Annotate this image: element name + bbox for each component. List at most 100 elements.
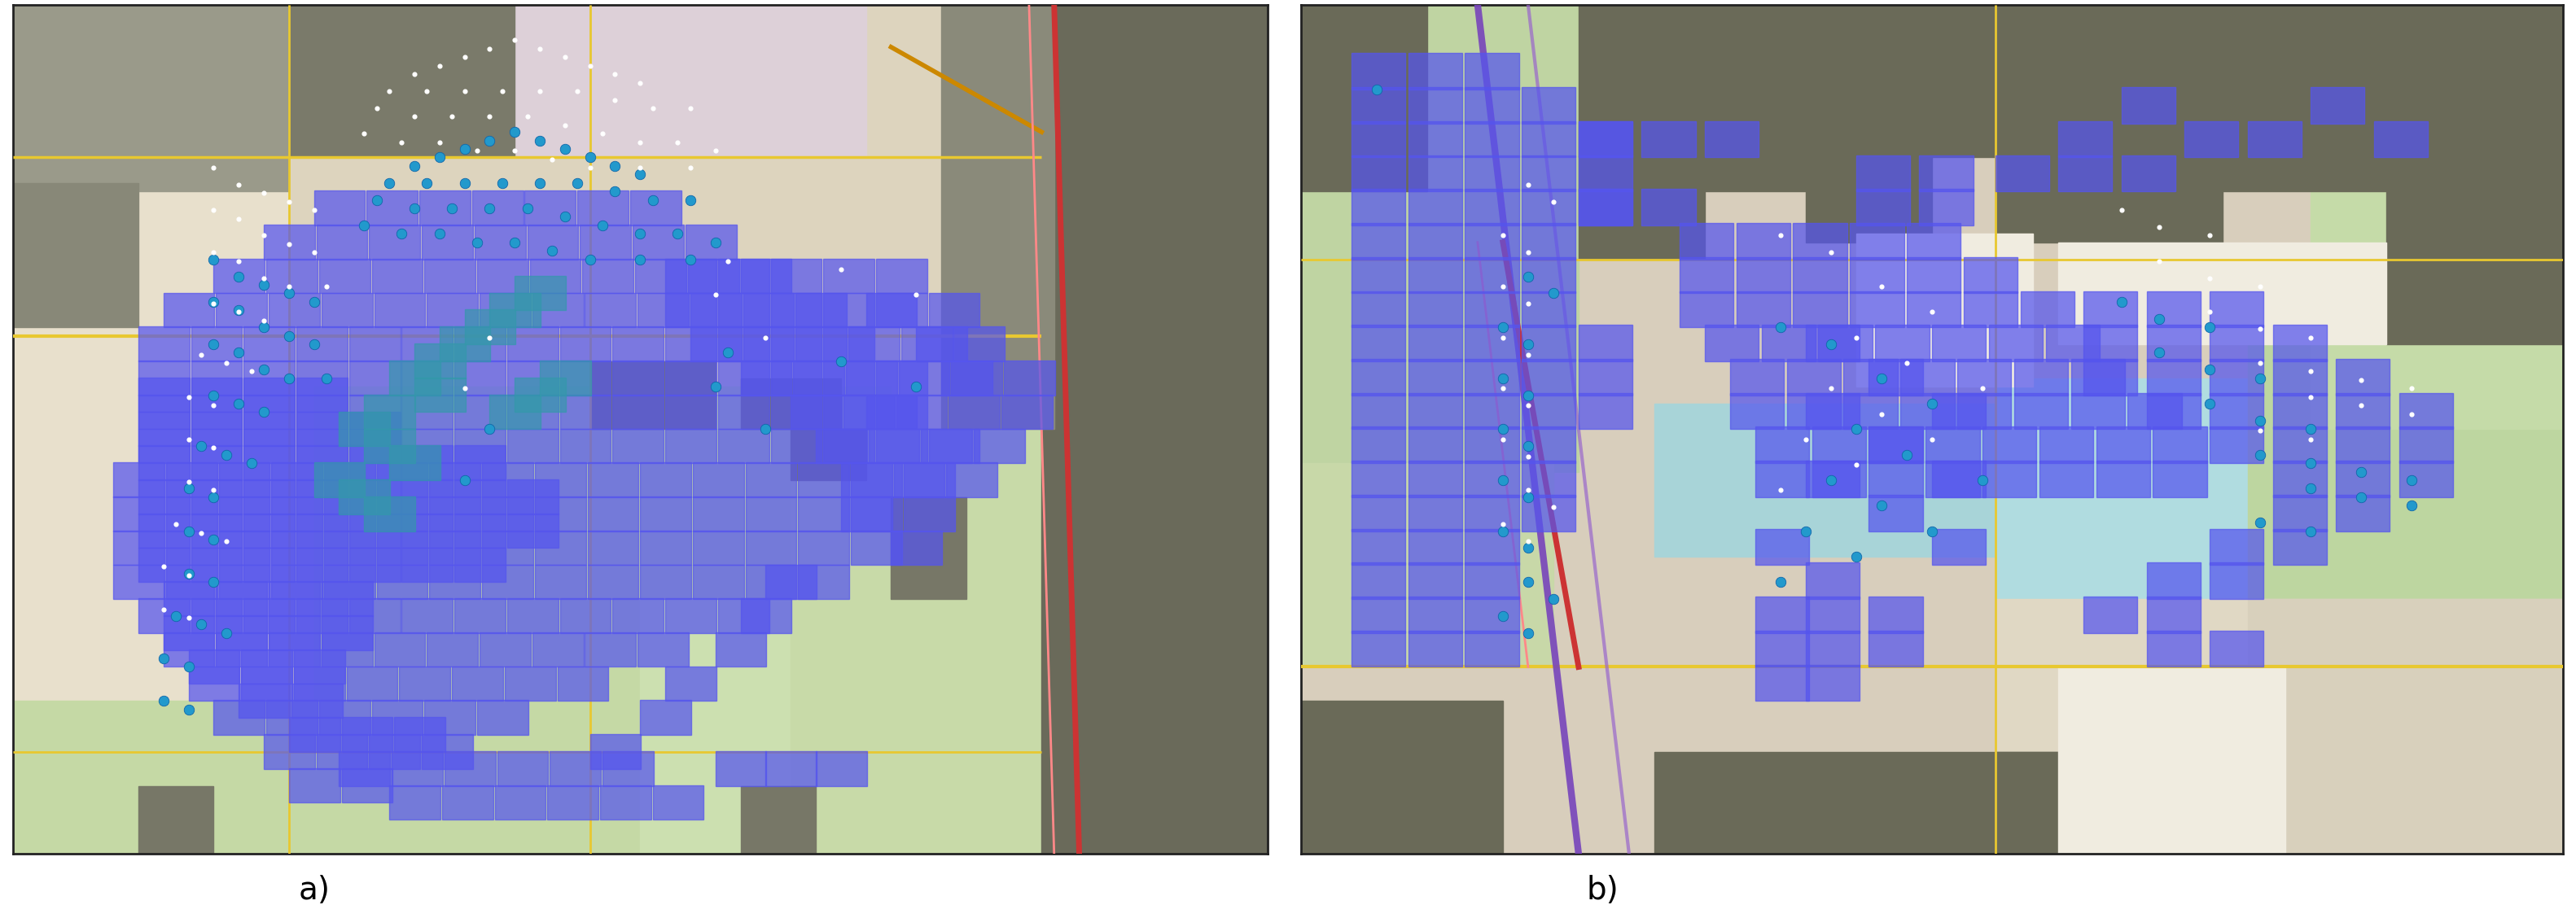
Bar (216, 581, 268, 616)
Bar (376, 497, 428, 531)
Bar (2084, 325, 2138, 361)
Bar (1996, 599, 2563, 854)
Bar (113, 565, 165, 599)
Bar (162, 293, 214, 327)
Bar (2398, 427, 2452, 463)
Bar (526, 191, 577, 225)
Bar (13, 21, 289, 786)
Bar (2014, 359, 2069, 395)
Bar (440, 327, 489, 361)
Bar (1705, 325, 1759, 361)
Bar (791, 429, 866, 480)
Bar (1409, 529, 1463, 565)
Bar (1958, 359, 2012, 395)
Bar (1466, 631, 1520, 666)
Bar (876, 429, 927, 463)
Bar (399, 666, 451, 701)
Bar (1731, 359, 1785, 395)
Bar (536, 463, 585, 498)
Bar (541, 361, 590, 395)
Bar (1857, 5, 2210, 157)
Bar (770, 293, 822, 327)
Bar (796, 327, 848, 361)
Bar (1806, 665, 1860, 701)
Bar (191, 377, 242, 412)
Bar (1793, 291, 1847, 327)
Bar (1705, 121, 1759, 157)
Bar (1522, 291, 1577, 327)
Bar (1811, 461, 1865, 498)
Bar (139, 786, 214, 854)
Bar (2272, 359, 2326, 395)
Bar (350, 361, 399, 395)
Bar (2272, 529, 2326, 565)
Bar (1522, 325, 1577, 361)
Bar (402, 479, 453, 514)
Bar (2020, 291, 2074, 327)
Bar (1989, 325, 2043, 361)
Bar (587, 531, 639, 565)
Bar (191, 599, 242, 633)
Bar (162, 615, 214, 650)
Bar (799, 463, 850, 498)
Bar (559, 395, 611, 429)
Bar (1301, 5, 1579, 472)
Bar (474, 225, 526, 259)
Bar (268, 581, 319, 616)
Bar (891, 498, 966, 599)
Bar (770, 395, 822, 429)
Bar (1466, 87, 1520, 123)
Bar (1352, 461, 1406, 498)
Bar (363, 429, 415, 463)
Bar (824, 259, 873, 293)
Bar (639, 531, 690, 565)
Bar (1352, 223, 1406, 259)
Bar (930, 293, 979, 327)
Bar (665, 293, 716, 327)
Bar (1870, 461, 1922, 498)
Bar (2154, 427, 2208, 463)
Bar (1579, 325, 1633, 361)
Bar (974, 429, 1025, 463)
Bar (317, 225, 368, 259)
Bar (799, 497, 850, 531)
Bar (268, 615, 319, 650)
Bar (1409, 189, 1463, 225)
Bar (1409, 223, 1463, 259)
Bar (1819, 325, 1873, 361)
Bar (631, 191, 680, 225)
Bar (1352, 563, 1406, 599)
Bar (1850, 291, 1904, 327)
Bar (577, 191, 629, 225)
Bar (1352, 359, 1406, 395)
Bar (876, 259, 927, 293)
Bar (242, 666, 291, 701)
Bar (2128, 393, 2182, 429)
Bar (139, 445, 191, 480)
Bar (422, 225, 474, 259)
Bar (1736, 223, 1790, 259)
Bar (719, 599, 770, 633)
Bar (639, 293, 688, 327)
Bar (1919, 155, 1973, 191)
Bar (376, 531, 428, 565)
Bar (1919, 189, 1973, 225)
Bar (876, 361, 927, 395)
Bar (744, 531, 796, 565)
Bar (1963, 257, 2017, 293)
Bar (270, 463, 322, 498)
Bar (371, 700, 422, 734)
Bar (1466, 121, 1520, 157)
Bar (479, 293, 531, 327)
Bar (2210, 291, 2264, 327)
Bar (2249, 319, 2563, 642)
Bar (2123, 155, 2174, 191)
Bar (824, 429, 873, 463)
Bar (350, 513, 399, 548)
Bar (425, 259, 477, 293)
Bar (899, 361, 951, 395)
Bar (2336, 427, 2391, 463)
Bar (1811, 427, 1865, 463)
Bar (289, 5, 515, 157)
Bar (940, 361, 992, 395)
